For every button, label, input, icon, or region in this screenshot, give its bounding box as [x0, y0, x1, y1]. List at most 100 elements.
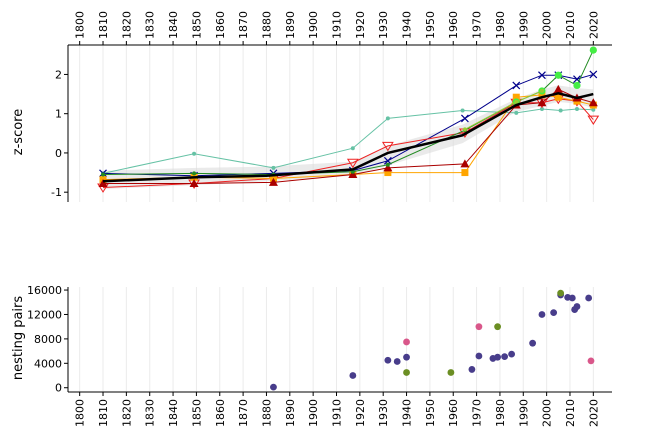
- zscore-x-tick-label: 2000: [541, 11, 554, 39]
- scatter-point: [447, 369, 455, 376]
- zscore-x-tick-label: 1820: [120, 11, 133, 39]
- nesting-pairs-x-tick-label: 1860: [214, 399, 227, 427]
- zscore-x-tick-label: 1950: [424, 11, 437, 39]
- zscore-y-tick-label: 1: [55, 108, 62, 121]
- nesting-pairs-x-tick-label: 1980: [494, 399, 507, 427]
- data-point: [460, 159, 470, 168]
- data-point: [537, 98, 547, 107]
- zscore-x-tick-label: 1860: [214, 11, 227, 39]
- scatter-series: [403, 323, 595, 365]
- data-point: [539, 106, 544, 111]
- scatter-point: [475, 323, 483, 331]
- data-point: [538, 91, 546, 99]
- nesting-pairs-x-tick-label: 2010: [564, 399, 577, 427]
- scatter-point: [494, 353, 501, 361]
- data-point: [589, 70, 598, 79]
- scatter-point: [468, 366, 476, 373]
- nesting-pairs-y-tick-label: 0: [55, 382, 62, 395]
- series: [101, 106, 596, 176]
- nesting-pairs-y-tick-label: 16000: [27, 284, 62, 297]
- scatter-series: [403, 289, 565, 376]
- scatter-point: [475, 352, 483, 360]
- zscore-x-tick-label: 1990: [517, 11, 530, 39]
- zscore-x-tick-label: 1970: [471, 11, 484, 39]
- scatter-point: [403, 338, 410, 346]
- data-point: [268, 177, 278, 186]
- zscore-series-group: [97, 46, 600, 193]
- data-point: [460, 108, 465, 113]
- nesting-pairs-grid: [79, 287, 594, 392]
- data-point: [385, 162, 390, 167]
- data-point: [350, 146, 355, 151]
- zscore-x-tick-label: 1910: [330, 11, 343, 39]
- nesting-pairs-x-tick-label: 1850: [190, 399, 203, 427]
- nesting-pairs-x-tick-label: 1930: [377, 399, 390, 427]
- data-point: [589, 46, 597, 54]
- data-point: [553, 84, 563, 93]
- scatter-point: [508, 350, 516, 358]
- data-point: [554, 71, 562, 79]
- nesting-pairs-x-tick-label: 1940: [401, 399, 414, 427]
- zscore-y-tick-label: 2: [55, 68, 62, 81]
- data-point: [383, 163, 393, 172]
- data-point: [587, 115, 600, 126]
- data-point: [554, 93, 562, 101]
- series: [98, 84, 598, 188]
- scatter-point: [270, 383, 277, 391]
- data-point: [192, 171, 197, 176]
- zscore-x-tick-label: 1940: [401, 11, 414, 39]
- data-point: [514, 99, 519, 104]
- data-point: [189, 179, 199, 188]
- series: [462, 88, 544, 132]
- zscore-x-tick-label: 1830: [144, 11, 157, 39]
- scatter-point: [384, 356, 392, 364]
- data-point: [384, 169, 392, 177]
- scatter-point: [349, 372, 357, 379]
- nesting-pairs-y-tick-label: 4000: [34, 357, 62, 370]
- data-point: [460, 114, 469, 123]
- scatter-point: [529, 339, 537, 347]
- zscore-x-tick-label: 1890: [284, 11, 297, 39]
- zscore-x-tick-label: 1930: [377, 11, 390, 39]
- nesting-pairs-points: [270, 289, 595, 391]
- scatter-point: [587, 357, 595, 365]
- nesting-pairs-x-tick-label: 2020: [587, 399, 600, 427]
- scatter-series: [270, 291, 593, 391]
- nesting-pairs-x-tick-label: 1910: [330, 399, 343, 427]
- data-point: [539, 88, 544, 93]
- nesting-pairs-x-tick-label: 1890: [284, 399, 297, 427]
- data-point: [192, 151, 197, 156]
- data-point: [574, 106, 579, 111]
- zscore-axes: -1 0 1 2 1800 1810 1820 1830 1840 1850 1860 1870 188…: [51, 11, 612, 202]
- zscore-x-tick-label: 1840: [167, 11, 180, 39]
- nesting-pairs-x-tick-label: 2000: [541, 399, 554, 427]
- data-point: [101, 172, 106, 177]
- data-point: [385, 116, 390, 121]
- data-point: [462, 127, 467, 132]
- zscore-x-tick-label: 1870: [237, 11, 250, 39]
- scatter-point: [568, 294, 576, 302]
- nesting-pairs-x-tick-label: 1840: [167, 399, 180, 427]
- data-point: [514, 110, 519, 115]
- nesting-pairs-x-tick-label: 1880: [260, 399, 273, 427]
- zscore-x-tick-label: 1920: [354, 11, 367, 39]
- zscore-x-tick-label: 1960: [447, 11, 460, 39]
- data-point: [350, 169, 355, 174]
- scatter-point: [501, 353, 509, 360]
- scatter-point: [393, 358, 401, 365]
- data-point: [348, 170, 358, 179]
- zscore-y-axis-title: z-score: [11, 109, 26, 155]
- data-point: [98, 179, 108, 188]
- nesting-pairs-y-tick-label: 12000: [27, 308, 62, 321]
- scatter-point: [573, 303, 581, 310]
- series-line: [102, 91, 594, 183]
- data-point: [538, 71, 546, 80]
- nesting-pairs-y-axis-title: nesting pairs: [11, 296, 26, 381]
- scatter-point: [403, 369, 410, 376]
- nesting-pairs-x-tick-label: 1830: [144, 399, 157, 427]
- nesting-pairs-x-tick-label: 1810: [97, 399, 110, 427]
- nesting-pairs-x-tick-label: 1820: [120, 399, 133, 427]
- zscore-x-tick-label: 2020: [587, 11, 600, 39]
- scatter-point: [403, 353, 410, 361]
